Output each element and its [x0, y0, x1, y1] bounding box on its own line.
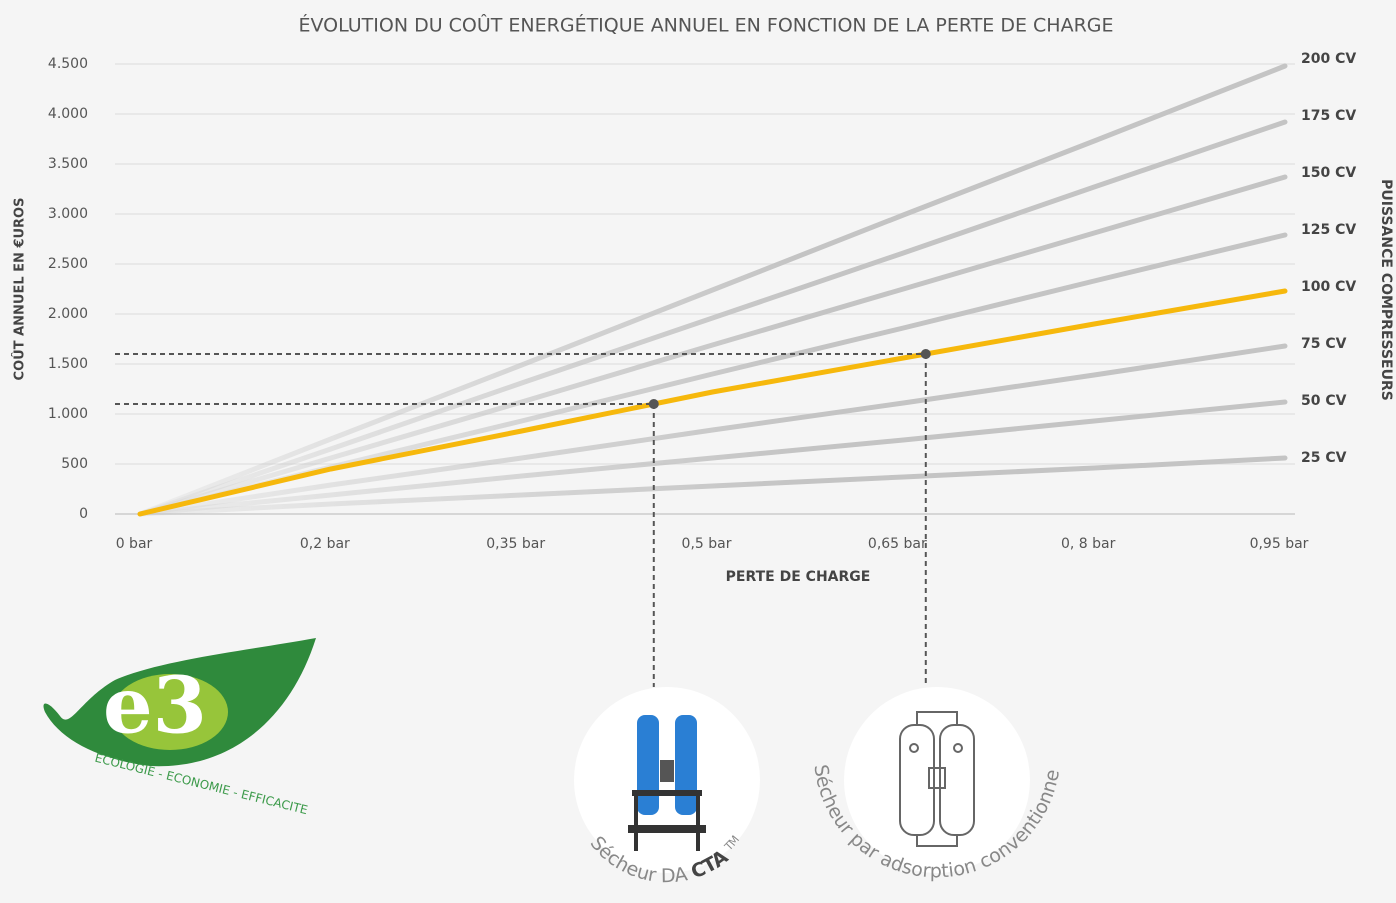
y2-axis-title: PUISSANCE COMPRESSEURS	[1378, 179, 1394, 401]
legend-label: 175 CV	[1301, 108, 1356, 124]
reference-point	[648, 399, 659, 409]
y-tick-label: 4.500	[48, 56, 88, 72]
series-line	[137, 63, 1288, 517]
product-circle	[844, 687, 1030, 873]
x-tick-label: 0,65 bar	[868, 536, 927, 552]
series-line	[137, 174, 1288, 517]
y-tick-label: 2.000	[48, 306, 88, 322]
x-axis-title: PERTE DE CHARGE	[726, 569, 871, 585]
legend-label: 50 CV	[1301, 393, 1347, 409]
y-tick-label: 1.000	[48, 406, 88, 422]
series-line	[137, 455, 1288, 517]
y-tick-label: 500	[61, 456, 88, 472]
y-tick-label: 0	[79, 506, 88, 522]
legend-label: 200 CV	[1301, 51, 1356, 67]
chart-title: ÉVOLUTION DU COÛT ENERGÉTIQUE ANNUEL EN …	[298, 13, 1113, 37]
series-line	[137, 288, 1288, 517]
dryer-conventional-icon	[899, 711, 975, 847]
y-axis-title: COÛT ANNUEL EN €UROS	[12, 198, 28, 381]
logo: e3 ECOLOGIE - ECONOMIE - EFFICACITE	[43, 638, 317, 818]
y-tick-label: 3.500	[48, 156, 88, 172]
reference-point	[920, 349, 931, 359]
legend-label: 150 CV	[1301, 165, 1356, 181]
x-tick-label: 0,35 bar	[486, 536, 545, 552]
x-tick-label: 0,5 bar	[682, 536, 732, 552]
series-line	[137, 399, 1288, 517]
legend-label: 25 CV	[1301, 450, 1347, 466]
x-tick-label: 0,95 bar	[1250, 536, 1309, 552]
x-tick-label: 0 bar	[116, 536, 153, 552]
legend-label: 100 CV	[1301, 279, 1356, 295]
y-tick-label: 2.500	[48, 256, 88, 272]
series-line	[137, 343, 1288, 517]
y-tick-label: 3.000	[48, 206, 88, 222]
y-tick-label: 4.000	[48, 106, 88, 122]
x-tick-label: 0, 8 bar	[1061, 536, 1116, 552]
logo-symbol: e3	[103, 661, 207, 752]
dryer-cta-icon	[628, 715, 706, 851]
legend-label: 125 CV	[1301, 222, 1356, 238]
series-line	[137, 119, 1288, 517]
x-tick-label: 0,2 bar	[300, 536, 350, 552]
y-tick-label: 1.500	[48, 356, 88, 372]
legend-label: 75 CV	[1301, 336, 1347, 352]
logo-tagline: ECOLOGIE - ECONOMIE - EFFICACITE	[93, 751, 309, 818]
